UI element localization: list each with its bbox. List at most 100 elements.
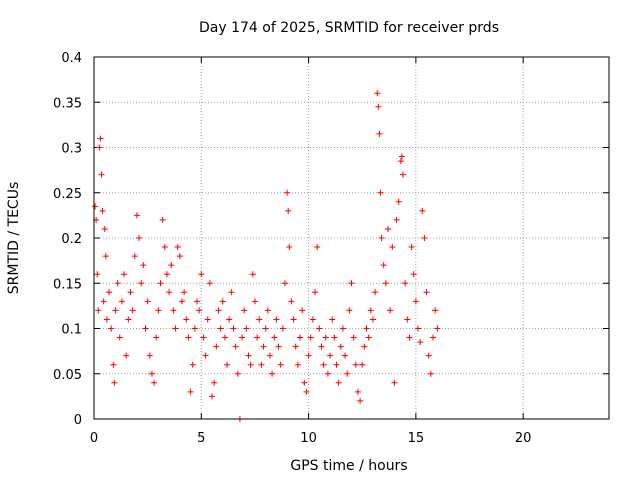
data-point <box>281 280 288 287</box>
y-tick-label: 0.4 <box>61 51 82 66</box>
data-point <box>363 325 370 332</box>
data-point <box>241 307 248 314</box>
data-point <box>161 244 168 251</box>
data-point <box>189 361 196 368</box>
grid <box>94 57 609 419</box>
data-point <box>204 316 211 323</box>
data-point <box>408 244 415 251</box>
data-point <box>393 216 400 223</box>
data-point <box>174 244 181 251</box>
data-point <box>194 298 200 305</box>
data-point <box>196 307 203 314</box>
data-point <box>427 370 434 377</box>
data-point <box>211 379 218 386</box>
data-point <box>398 153 405 160</box>
data-point <box>198 271 205 278</box>
data-point <box>260 343 267 350</box>
data-point <box>333 361 340 368</box>
data-point <box>269 370 276 377</box>
data-point <box>312 289 319 296</box>
x-tick-label: 20 <box>515 431 532 446</box>
data-point <box>148 370 155 377</box>
data-point <box>166 289 173 296</box>
data-point <box>421 235 428 241</box>
y-tick-label: 0.15 <box>53 277 82 292</box>
data-point <box>111 379 118 386</box>
data-point <box>384 225 391 232</box>
data-point <box>288 298 295 305</box>
data-point <box>251 298 258 305</box>
data-point <box>419 207 426 214</box>
data-point <box>314 244 321 251</box>
data-point <box>397 158 404 165</box>
data-point <box>425 352 432 359</box>
data-point <box>361 343 368 350</box>
y-tick-label: 0.3 <box>61 142 82 157</box>
x-tick-label: 0 <box>90 431 98 446</box>
data-point <box>217 325 224 332</box>
data-point <box>123 352 130 359</box>
data-point <box>406 334 413 341</box>
data-point <box>102 253 109 260</box>
data-point <box>234 370 241 377</box>
data-point <box>400 171 406 178</box>
data-point <box>230 325 237 332</box>
data-point <box>98 171 105 178</box>
data-point <box>262 325 269 332</box>
data-point <box>170 307 177 314</box>
data-point <box>404 316 411 323</box>
data-point <box>144 298 151 305</box>
data-point <box>129 307 136 314</box>
data-point <box>369 316 376 323</box>
data-point <box>324 370 331 377</box>
data-point <box>183 316 190 323</box>
data-point <box>206 280 213 287</box>
data-point <box>290 316 297 323</box>
data-point <box>264 307 271 314</box>
data-point <box>395 198 402 205</box>
data-point <box>221 334 228 341</box>
data-point <box>187 388 194 395</box>
data-point <box>339 325 346 332</box>
data-point <box>301 379 308 386</box>
data-point <box>155 307 162 314</box>
y-tick-label: 0.35 <box>53 96 82 111</box>
data-point <box>138 280 145 287</box>
data-point <box>116 334 123 341</box>
data-point <box>232 343 239 350</box>
data-point <box>97 135 104 142</box>
data-point <box>378 235 385 241</box>
data-point <box>258 361 265 368</box>
data-point <box>382 280 389 287</box>
data-point <box>146 352 153 359</box>
data-point <box>181 289 188 296</box>
data-point <box>357 397 364 404</box>
data-point <box>99 207 106 214</box>
data-point <box>159 216 166 223</box>
data-point <box>344 370 351 377</box>
data-point <box>256 316 263 323</box>
y-axis-label: SRMTID / TECUs <box>6 182 22 295</box>
data-point <box>376 130 383 137</box>
data-point <box>200 334 207 341</box>
data-point <box>335 379 342 386</box>
y-tick-label: 0 <box>74 413 82 428</box>
data-point <box>380 262 387 269</box>
data-point <box>284 189 291 196</box>
data-point <box>219 298 226 305</box>
data-point <box>318 343 325 350</box>
data-point <box>108 325 115 332</box>
data-point <box>391 379 398 386</box>
data-point <box>100 298 107 305</box>
data-point <box>271 334 278 341</box>
data-point <box>92 203 99 210</box>
data-point <box>209 393 216 400</box>
data-point <box>387 307 394 314</box>
x-tick-label: 10 <box>300 431 317 446</box>
data-point <box>213 343 220 350</box>
data-point <box>121 271 128 278</box>
data-point <box>142 325 149 332</box>
chart-title: Day 174 of 2025, SRMTID for receiver prd… <box>199 20 499 36</box>
data-point <box>245 352 252 359</box>
